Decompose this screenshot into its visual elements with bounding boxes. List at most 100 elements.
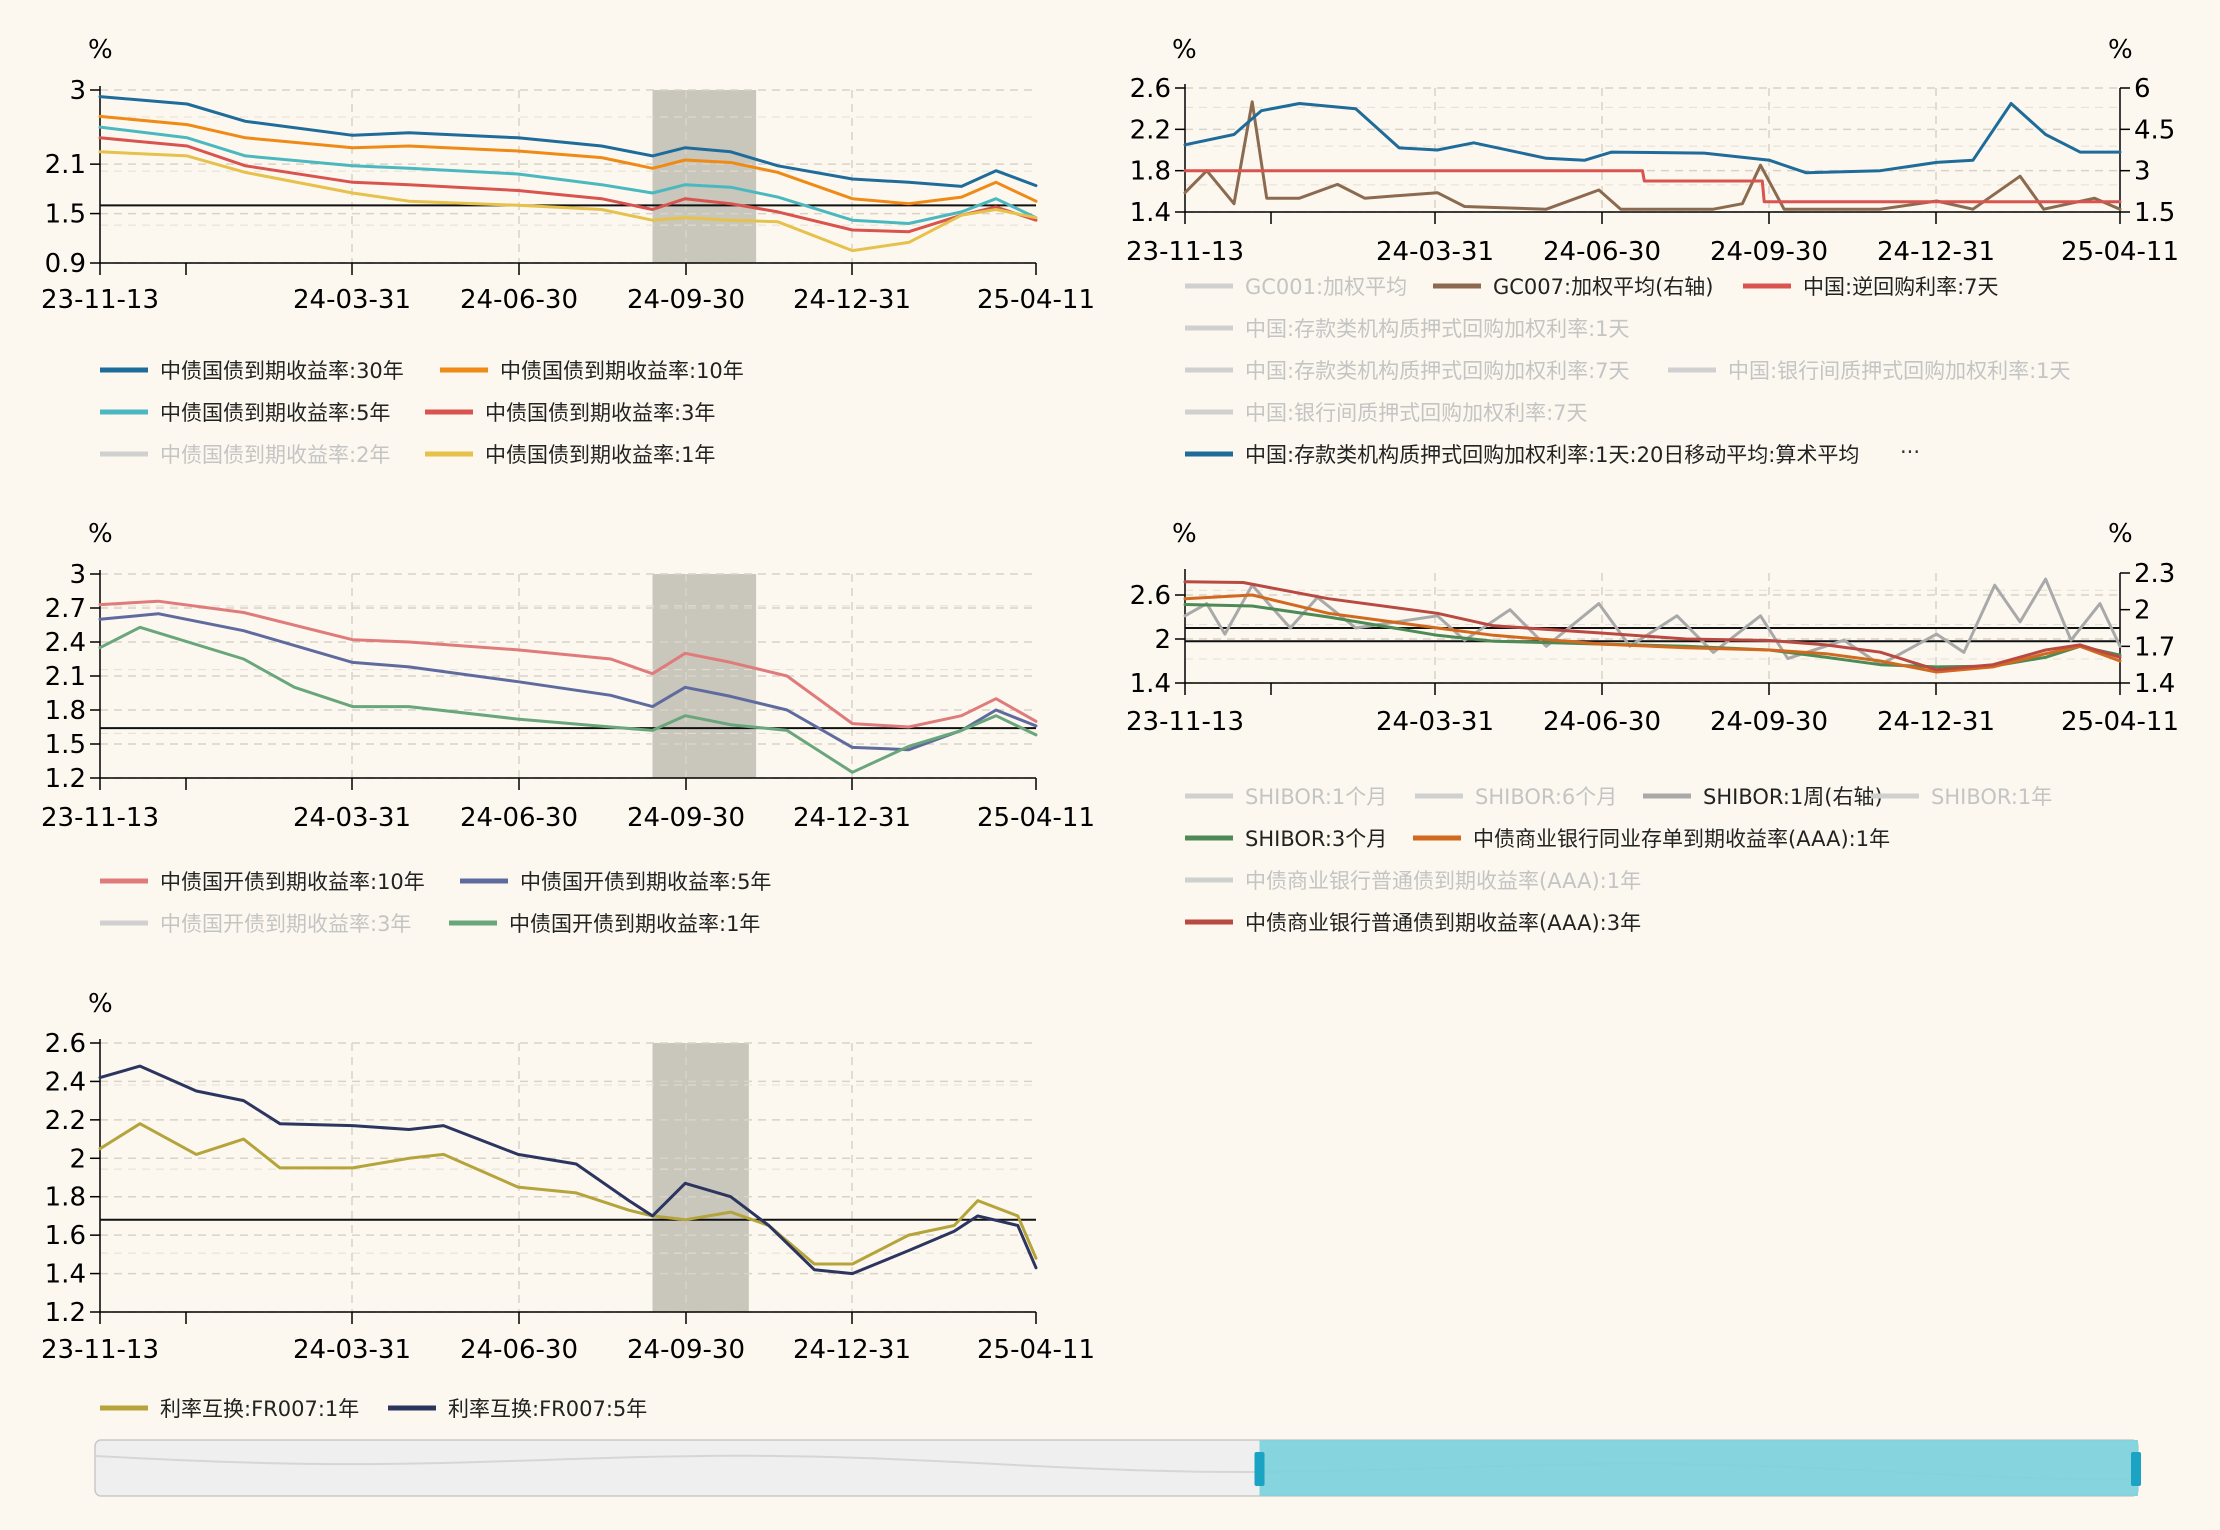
legend-item[interactable]: 中债国债到期收益率:10年 (440, 359, 744, 383)
y-tick-label: 1.8 (1130, 157, 1171, 187)
legend-label: 中债商业银行普通债到期收益率(AAA):3年 (1245, 911, 1641, 935)
legend-item[interactable]: 中债国债到期收益率:5年 (100, 401, 390, 425)
legend-item[interactable]: SHIBOR:1周(右轴) (1643, 785, 1883, 809)
series-line-repo-1[interactable] (1183, 100, 2122, 211)
y-tick-label: 1.2 (45, 764, 86, 794)
shaded-period (652, 1043, 749, 1312)
series-line-irs-0[interactable] (98, 1122, 1038, 1266)
y-tick-label: 2.6 (1130, 74, 1171, 104)
series-line-shibor-5[interactable] (1183, 593, 2122, 674)
x-tick-label: 24-03-31 (293, 285, 411, 315)
legend-label: SHIBOR:6个月 (1475, 785, 1617, 809)
slider-selected-range[interactable] (1259, 1440, 2138, 1496)
y-tick-label: 1.8 (45, 1183, 86, 1213)
y-tick-label: 1.5 (45, 730, 86, 760)
legend-item[interactable]: 中国:银行间质押式回购加权利率:1天 (1668, 359, 2071, 383)
legend-item[interactable]: 中债国开债到期收益率:1年 (449, 912, 760, 936)
y-tick-label: 1.4 (1130, 669, 1171, 699)
x-tick-label: 24-12-31 (793, 1335, 911, 1365)
legend-item[interactable]: 中国:存款类机构质押式回购加权利率:1天 (1185, 317, 1630, 341)
legend-item[interactable]: 中债国债到期收益率:2年 (100, 443, 390, 467)
legend-item[interactable]: 中国:银行间质押式回购加权利率:7天 (1185, 401, 1588, 425)
slider-handle-left[interactable] (1254, 1452, 1265, 1486)
legend-label: 中债商业银行同业存单到期收益率(AAA):1年 (1473, 827, 1890, 851)
legend-item[interactable]: 中国:逆回购利率:7天 (1743, 275, 1999, 299)
x-tick-label: 23-11-13 (1126, 707, 1244, 737)
y2-tick-label: 1.7 (2134, 632, 2175, 662)
legend-item[interactable]: 中债商业银行普通债到期收益率(AAA):1年 (1185, 869, 1641, 893)
series-line-cdb-3[interactable] (98, 625, 1038, 774)
y-tick-label: 1.6 (45, 1221, 86, 1251)
series-line-repo-2[interactable] (1183, 169, 2122, 204)
x-tick-label: 24-09-30 (627, 1335, 745, 1365)
series-line-cgb-3[interactable] (98, 136, 1038, 234)
y-tick-label: 2.4 (45, 628, 86, 658)
legend-item[interactable]: 中债国债到期收益率:30年 (100, 359, 404, 383)
range-slider[interactable] (94, 1439, 2141, 1497)
series-line-shibor-2[interactable] (1183, 577, 2122, 667)
chart-cgb: %3 2.1 1.5 0.9 23-11-13 24-03-31 24-06-30 24-09… (41, 35, 1095, 467)
y2-tick-label: 3 (2134, 157, 2151, 187)
x-tick-label: 25-04-11 (977, 803, 1095, 833)
series-line-cgb-2[interactable] (98, 125, 1038, 225)
y-tick-label: 1.4 (1130, 198, 1171, 228)
legend-item[interactable]: SHIBOR:6个月 (1415, 785, 1617, 809)
y2-tick-label: 1.5 (2134, 198, 2175, 228)
legend-label: 中债国债到期收益率:10年 (500, 359, 744, 383)
y-tick-label: 2.6 (45, 1029, 86, 1059)
series-line-cdb-0[interactable] (98, 599, 1038, 729)
y2-tick-label: 6 (2134, 74, 2151, 104)
y-tick-label: 0.9 (45, 249, 86, 279)
legend-label: 中国:逆回购利率:7天 (1803, 275, 1999, 299)
y-axis-unit-left: % (88, 989, 113, 1019)
x-tick-label: 25-04-11 (977, 1335, 1095, 1365)
legend-item[interactable]: 中债国开债到期收益率:3年 (100, 912, 411, 936)
y2-tick-label: 1.4 (2134, 669, 2175, 699)
legend-item[interactable]: 中债商业银行同业存单到期收益率(AAA):1年 (1413, 827, 1890, 851)
legend-label: 中债国债到期收益率:2年 (160, 443, 390, 467)
y-axis-unit-left: % (88, 519, 113, 549)
legend-item[interactable]: 中国:存款类机构质押式回购加权利率:7天 (1185, 359, 1630, 383)
y-tick-label: 2.7 (45, 594, 86, 624)
legend-item[interactable]: GC007:加权平均(右轴) (1433, 275, 1713, 299)
legend-item[interactable]: 中债国债到期收益率:1年 (425, 443, 715, 467)
y-tick-label: 2.1 (45, 150, 86, 180)
legend-item[interactable]: 中债商业银行普通债到期收益率(AAA):3年 (1185, 911, 1641, 935)
legend-label: 中债国开债到期收益率:10年 (160, 870, 425, 894)
legend-item[interactable]: 利率互换:FR007:1年 (100, 1397, 359, 1421)
x-tick-label: 24-12-31 (793, 285, 911, 315)
series-line-cgb-1[interactable] (98, 114, 1038, 206)
series-line-cdb-1[interactable] (98, 612, 1038, 752)
series-line-cgb-0[interactable] (98, 95, 1038, 188)
legend-item[interactable]: SHIBOR:1个月 (1185, 785, 1387, 809)
shaded-period (652, 90, 757, 263)
series-line-irs-1[interactable] (98, 1064, 1038, 1276)
series-line-repo-7[interactable] (1183, 102, 2122, 175)
x-tick-label: 24-06-30 (460, 803, 578, 833)
legend-item[interactable]: 中债国开债到期收益率:5年 (460, 870, 771, 894)
legend-label: 中债国债到期收益率:30年 (160, 359, 404, 383)
y-axis-unit-right: % (2108, 519, 2133, 549)
y-tick-label: 1.8 (45, 696, 86, 726)
legend-label: GC001:加权平均 (1245, 275, 1407, 299)
legend-item[interactable]: SHIBOR:1年 (1871, 785, 2052, 809)
legend-item[interactable]: 中债国债到期收益率:3年 (425, 401, 715, 425)
x-tick-label: 24-03-31 (1376, 707, 1494, 737)
x-tick-label: 24-03-31 (293, 1335, 411, 1365)
legend-item[interactable]: 中债国开债到期收益率:10年 (100, 870, 425, 894)
legend-item[interactable]: GC001:加权平均 (1185, 275, 1407, 299)
series-line-cgb-5[interactable] (98, 150, 1038, 253)
legend-label: 中国:存款类机构质押式回购加权利率:1天 (1245, 317, 1630, 341)
y2-tick-label: 2 (2134, 596, 2151, 626)
legend-label: 中国:银行间质押式回购加权利率:7天 (1245, 401, 1588, 425)
slider-handle-right[interactable] (2131, 1452, 2141, 1486)
legend-label: SHIBOR:1周(右轴) (1703, 785, 1883, 809)
y-tick-label: 1.2 (45, 1298, 86, 1328)
series-line-shibor-7[interactable] (1183, 580, 2122, 672)
legend-item[interactable]: SHIBOR:3个月 (1185, 827, 1387, 851)
legend-item[interactable]: 利率互换:FR007:5年 (388, 1397, 647, 1421)
x-tick-label: 23-11-13 (41, 285, 159, 315)
legend-more-indicator[interactable]: ··· (1900, 440, 1920, 464)
x-tick-label: 24-12-31 (1877, 237, 1995, 267)
legend-item[interactable]: 中国:存款类机构质押式回购加权利率:1天:20日移动平均:算术平均 (1185, 443, 1859, 467)
